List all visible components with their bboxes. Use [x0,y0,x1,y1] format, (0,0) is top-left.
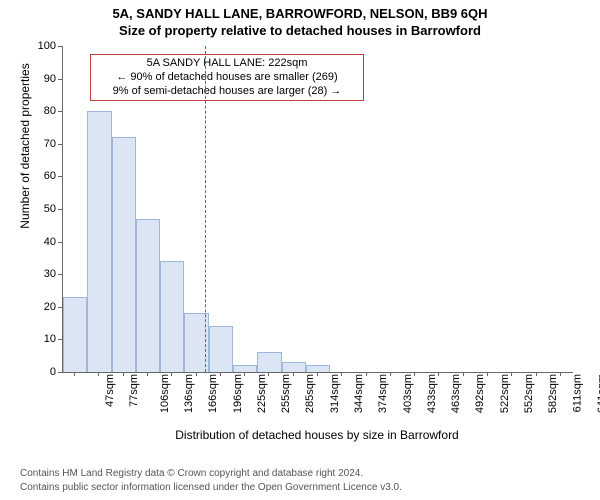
ytick-label: 80 [44,105,56,117]
xtick-label: 552sqm [523,374,535,413]
xtick-mark [390,372,391,376]
annotation-line-2: ← 90% of detached houses are smaller (26… [93,71,361,85]
ytick-label: 10 [44,333,56,345]
ytick-label: 70 [44,138,56,150]
xtick-mark [536,372,537,376]
ytick-mark [58,339,62,340]
chart-container: 5A, SANDY HALL LANE, BARROWFORD, NELSON,… [0,0,600,500]
xtick-mark [366,372,367,376]
title-line-2: Size of property relative to detached ho… [0,21,600,38]
xtick-mark [414,372,415,376]
xtick-mark [74,372,75,376]
xtick-label: 492sqm [475,374,487,413]
bar [257,352,281,372]
annotation-box: 5A SANDY HALL LANE: 222sqm ← 90% of deta… [90,54,364,101]
ytick-label: 20 [44,301,56,313]
xtick-mark [196,372,197,376]
ytick-mark [58,46,62,47]
xtick-label: 433sqm [426,374,438,413]
ytick-mark [58,307,62,308]
xtick-label: 582sqm [547,374,559,413]
xtick-label: 611sqm [571,374,583,412]
xtick-mark [560,372,561,376]
xtick-label: 196sqm [232,374,244,413]
footer-line-1: Contains HM Land Registry data © Crown c… [20,468,363,479]
xtick-label: 463sqm [450,374,462,413]
bar [87,111,111,372]
xtick-mark [463,372,464,376]
marker-line [205,46,206,372]
bar [112,137,136,372]
ytick-mark [58,176,62,177]
xtick-label: 344sqm [353,374,365,413]
bar [136,219,160,372]
ytick-label: 0 [50,366,56,378]
xtick-label: 374sqm [377,374,389,413]
xtick-mark [341,372,342,376]
ytick-label: 50 [44,203,56,215]
bar [160,261,184,372]
xtick-label: 77sqm [128,374,140,407]
xtick-mark [511,372,512,376]
footer-line-2: Contains public sector information licen… [20,482,402,493]
ytick-label: 30 [44,268,56,280]
title-line-1: 5A, SANDY HALL LANE, BARROWFORD, NELSON,… [0,0,600,21]
ytick-mark [58,79,62,80]
ytick-label: 90 [44,73,56,85]
x-axis-label: Distribution of detached houses by size … [62,428,572,442]
ytick-label: 40 [44,236,56,248]
xtick-mark [147,372,148,376]
ytick-mark [58,209,62,210]
xtick-mark [268,372,269,376]
xtick-label: 225sqm [256,374,268,413]
ytick-label: 100 [38,40,56,52]
xtick-mark [98,372,99,376]
xtick-label: 255sqm [280,374,292,413]
xtick-label: 47sqm [104,374,116,407]
ytick-mark [58,111,62,112]
ytick-mark [58,144,62,145]
ytick-mark [58,274,62,275]
xtick-label: 166sqm [207,374,219,413]
annotation-line-3: 9% of semi-detached houses are larger (2… [93,85,361,99]
xtick-mark [487,372,488,376]
xtick-mark [317,372,318,376]
bar [282,362,306,372]
bar [233,365,257,372]
xtick-label: 314sqm [329,374,341,413]
bar [209,326,233,372]
xtick-label: 641sqm [596,374,600,413]
xtick-label: 106sqm [159,374,171,413]
ytick-mark [58,372,62,373]
xtick-mark [438,372,439,376]
xtick-mark [123,372,124,376]
xtick-label: 136sqm [183,374,195,413]
xtick-mark [244,372,245,376]
xtick-label: 285sqm [305,374,317,413]
annotation-line-1: 5A SANDY HALL LANE: 222sqm [93,57,361,71]
ytick-mark [58,242,62,243]
xtick-mark [293,372,294,376]
xtick-mark [171,372,172,376]
xtick-label: 522sqm [499,374,511,413]
bar [63,297,87,372]
ytick-label: 60 [44,170,56,182]
xtick-label: 403sqm [402,374,414,413]
xtick-mark [220,372,221,376]
y-axis-label: Number of detached properties [18,0,32,309]
